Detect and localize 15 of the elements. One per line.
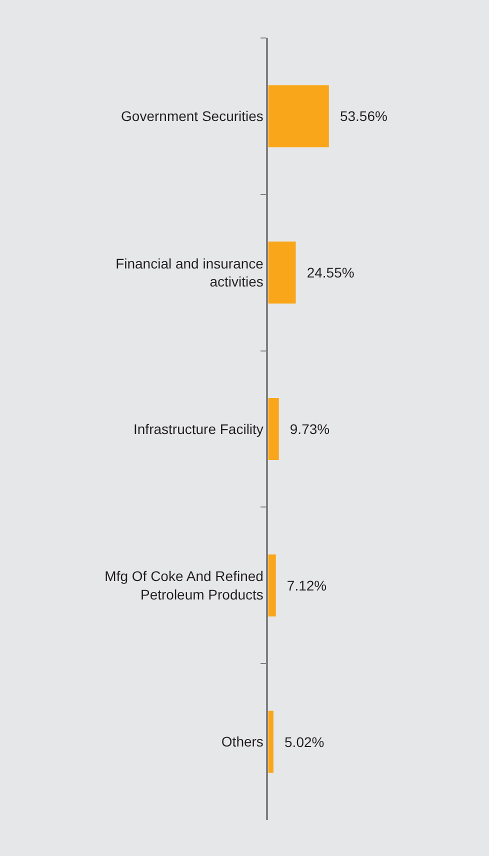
y-tick-label: Financial and insurance activities xyxy=(116,255,264,290)
bar xyxy=(268,710,274,774)
data-label: 53.56% xyxy=(332,108,388,124)
data-label: 5.02% xyxy=(276,734,324,750)
data-label: 9.73% xyxy=(282,421,330,437)
y-tick-label: Others xyxy=(221,734,264,750)
bar xyxy=(268,554,276,617)
bar xyxy=(268,241,296,304)
y-tick-label: Government Securities xyxy=(121,108,264,124)
y-tick-label: Infrastructure Facility xyxy=(134,420,264,437)
data-label: 24.55% xyxy=(299,264,354,281)
bar xyxy=(268,84,330,148)
y-tick-label: Mfg Of Coke And Refined Petroleum Products xyxy=(104,568,264,602)
bar xyxy=(268,397,280,461)
data-label: 7.12% xyxy=(279,577,327,594)
